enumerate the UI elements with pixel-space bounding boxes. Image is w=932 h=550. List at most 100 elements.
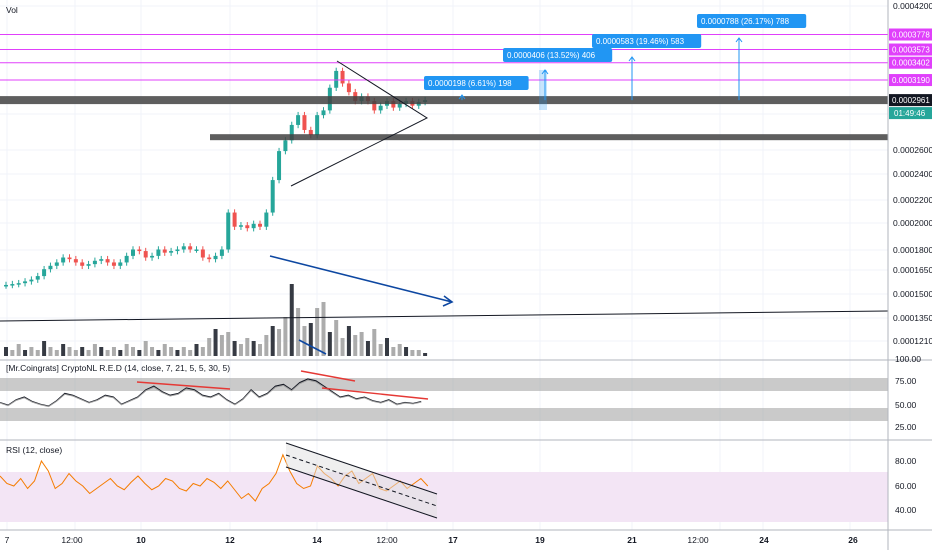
volume-bar (219, 335, 224, 356)
candle (10, 284, 15, 286)
time-axis[interactable]: 7 12:00 10 12 14 12:00 17 19 21 12:00 24 26 (5, 535, 858, 545)
volume-bar (397, 344, 402, 356)
volume-bar (137, 350, 142, 356)
volume-bar (99, 347, 104, 356)
red-indicator-line (0, 378, 422, 408)
candle (23, 281, 28, 284)
candle (372, 101, 377, 111)
candle (42, 269, 47, 277)
candle (296, 115, 301, 125)
blue-arrow (269, 255, 454, 355)
horizontal-levels (0, 34, 888, 141)
price-axis[interactable]: 0.0004200 0.0002600 0.0002400 0.0002200 0.00… (893, 1, 932, 346)
target-arrowhead (541, 69, 549, 75)
candle (73, 259, 78, 263)
price-tick: 0.0002600 (893, 145, 932, 155)
volume-bar (61, 344, 66, 356)
level-label-box (889, 28, 932, 41)
candle (238, 225, 243, 227)
volume-bar (131, 347, 135, 356)
volume-bar (67, 347, 72, 356)
volume-bar (194, 344, 199, 356)
candle (321, 110, 326, 116)
level-label: 0.0003402 (892, 59, 930, 68)
level-label-box (889, 94, 932, 107)
volume-bar (410, 350, 415, 356)
indicator-tick: 25.00 (895, 422, 917, 432)
volume-bar (111, 347, 116, 356)
volume-bar (188, 350, 193, 356)
support-zone (0, 96, 888, 105)
rsi-band (0, 472, 888, 522)
target-box-3-label: 0.0000583 (19.46%) 583 (596, 37, 685, 46)
volume-bar (327, 332, 332, 356)
red-signal-path (0, 379, 422, 408)
level-label: 0.0002961 (892, 96, 930, 105)
volume-bar (245, 338, 250, 356)
volume-bar (321, 302, 326, 356)
candle (207, 257, 212, 260)
rsi-title[interactable]: RSI (12, close) (6, 445, 62, 455)
volume-bar (54, 350, 59, 356)
candle (54, 262, 59, 266)
candle (264, 212, 269, 227)
candle (162, 249, 167, 253)
red-divergence (136, 370, 429, 400)
candle (150, 255, 155, 258)
price-tick: 0.0001500 (893, 289, 932, 299)
candle (188, 246, 193, 250)
candle (99, 259, 104, 261)
candle (86, 264, 91, 266)
indicator-tick: 40.00 (895, 505, 917, 515)
volume-bar (42, 341, 47, 356)
indicator-tick: 50.00 (895, 400, 917, 410)
candle (258, 223, 262, 227)
target-box-4 (697, 14, 807, 28)
volume-bar (86, 350, 91, 356)
indicator-tick: 60.00 (895, 481, 917, 491)
level-label-box (889, 74, 932, 87)
red-indicator-title[interactable]: [Mr.Coingrats] CryptoNL R.E.D (14, close… (6, 363, 230, 373)
price-tick: 0.0004200 (893, 1, 932, 11)
time-tick: 26 (848, 535, 858, 545)
long-trendline (0, 310, 889, 322)
target-arrowhead (458, 94, 466, 100)
time-tick: 19 (535, 535, 545, 545)
volume-bar (353, 335, 358, 356)
volume-bar (200, 347, 205, 356)
volume-bar (181, 347, 186, 356)
volume-bar (391, 347, 396, 356)
price-tick: 0.0001650 (893, 265, 932, 275)
candle (308, 129, 313, 136)
candle (232, 212, 237, 227)
indicator-tick: 100.00 (895, 354, 921, 364)
volume-bar (258, 344, 262, 356)
target-box-3 (592, 34, 702, 48)
volume-bar (226, 332, 231, 356)
candle (80, 262, 85, 266)
candle (289, 124, 294, 141)
volume-bar (385, 338, 389, 356)
volume-bar (372, 329, 377, 356)
time-tick: 12:00 (687, 535, 709, 545)
volume-bar (105, 350, 110, 356)
price-tick: 0.0002000 (893, 218, 932, 228)
volume-bar (150, 347, 155, 356)
volume-bar (207, 338, 212, 356)
price-tick: 0.0002400 (893, 169, 932, 179)
level-labels: 0.0003778 0.0003573 0.0003402 0.0003190 0.00… (889, 28, 932, 120)
volume-bar (289, 284, 294, 356)
red-overbought-zone (0, 378, 888, 391)
volume-bar (143, 341, 148, 356)
target-box-2 (503, 48, 613, 62)
volume-bar (340, 338, 345, 356)
level-label-box (889, 56, 932, 69)
last-price-timer-box (889, 107, 932, 120)
volume-bar (334, 320, 339, 356)
level-label: 0.0003573 (892, 46, 930, 55)
volume-bar (359, 332, 364, 356)
time-tick: 21 (627, 535, 637, 545)
volume-bar (378, 344, 383, 356)
time-tick: 24 (759, 535, 769, 545)
